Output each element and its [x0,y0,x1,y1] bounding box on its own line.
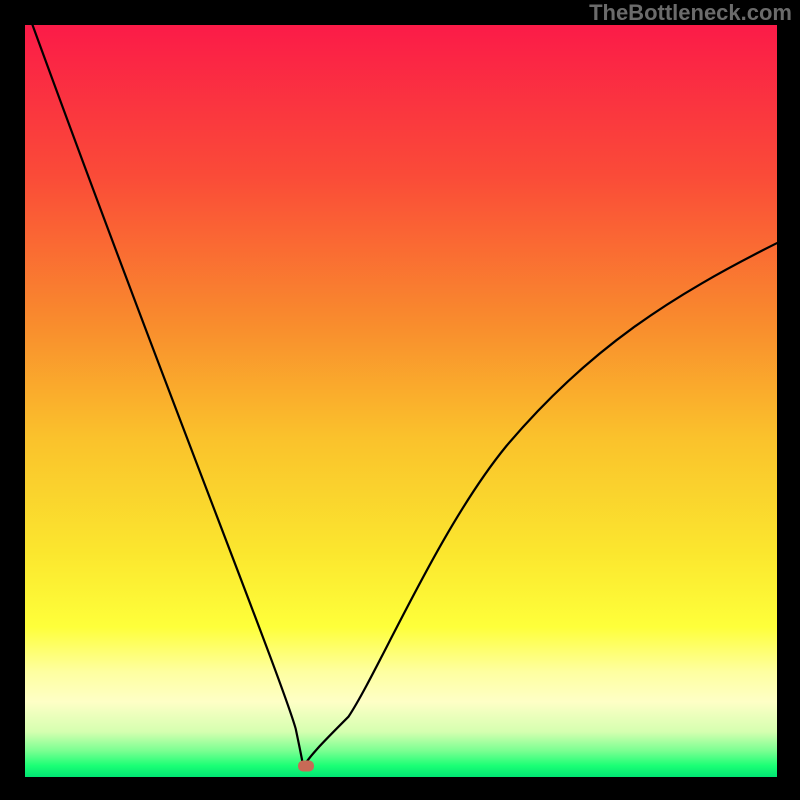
optimum-marker [298,761,314,772]
watermark-text: TheBottleneck.com [589,0,792,26]
bottleneck-curve [25,25,777,777]
plot-area [25,25,777,777]
